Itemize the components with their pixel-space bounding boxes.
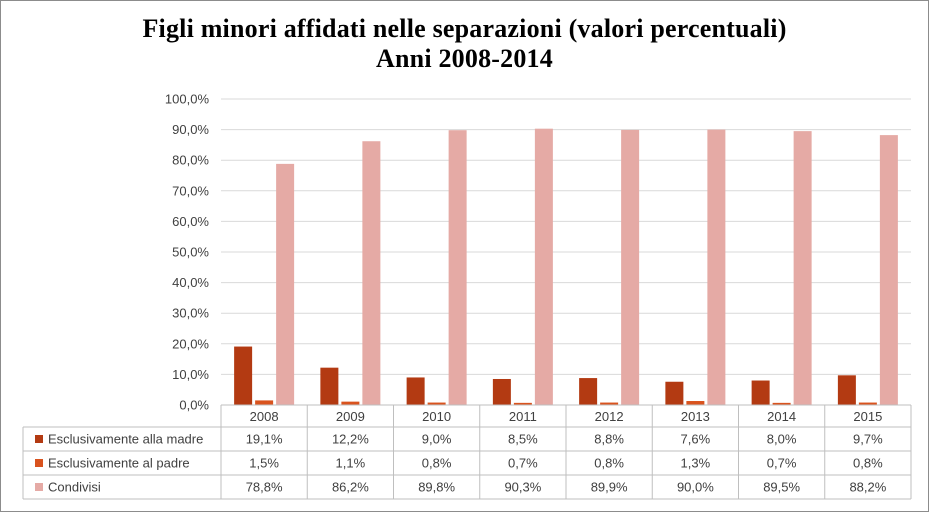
data-label: 0,8% bbox=[853, 456, 883, 471]
legend-label: Esclusivamente al padre bbox=[48, 456, 190, 471]
x-tick-label: 2015 bbox=[853, 409, 882, 424]
y-tick-label: 70,0% bbox=[172, 183, 209, 198]
y-tick-label: 20,0% bbox=[172, 336, 209, 351]
y-tick-label: 40,0% bbox=[172, 275, 209, 290]
data-label: 0,7% bbox=[508, 456, 538, 471]
chart-title: Figli minori affidati nelle separazioni … bbox=[142, 14, 787, 43]
x-tick-label: 2010 bbox=[422, 409, 451, 424]
data-label: 1,1% bbox=[336, 456, 366, 471]
bar bbox=[751, 380, 770, 405]
bar bbox=[234, 346, 253, 405]
data-label: 78,8% bbox=[246, 480, 283, 495]
legend-key bbox=[35, 459, 43, 467]
x-tick-label: 2008 bbox=[250, 409, 279, 424]
y-tick-label: 0,0% bbox=[179, 398, 209, 413]
data-label: 7,6% bbox=[681, 432, 711, 447]
data-label: 1,3% bbox=[681, 456, 711, 471]
bar bbox=[837, 375, 856, 405]
data-label: 86,2% bbox=[332, 480, 369, 495]
bar bbox=[492, 378, 511, 405]
x-tick-label: 2011 bbox=[509, 409, 537, 424]
data-label: 88,2% bbox=[849, 480, 886, 495]
bar bbox=[448, 130, 467, 405]
y-axis-ticks: 0,0% 10,0% 20,0% 30,0% 40,0% 50,0% 60,0% 70,0% 8… bbox=[165, 92, 210, 413]
data-label: 0,8% bbox=[422, 456, 452, 471]
data-label: 9,0% bbox=[422, 432, 452, 447]
bar bbox=[320, 367, 339, 405]
y-tick-label: 60,0% bbox=[172, 214, 209, 229]
data-label: 8,5% bbox=[508, 432, 538, 447]
bar bbox=[772, 402, 791, 405]
x-tick-label: 2009 bbox=[336, 409, 365, 424]
data-label: 89,8% bbox=[418, 480, 455, 495]
x-tick-label: 2012 bbox=[595, 409, 624, 424]
bar bbox=[427, 402, 446, 405]
bar bbox=[879, 135, 898, 405]
bar bbox=[665, 381, 684, 405]
bar bbox=[341, 401, 360, 405]
data-table: 2008 2009 2010 2011 2012 2013 2014 2015 Esclusiv… bbox=[22, 404, 912, 500]
data-label: 89,9% bbox=[591, 480, 628, 495]
legend-key bbox=[35, 435, 43, 443]
data-label: 9,7% bbox=[853, 432, 883, 447]
data-label: 0,7% bbox=[767, 456, 797, 471]
legend-label: Condivisi bbox=[48, 480, 101, 495]
y-tick-label: 80,0% bbox=[172, 153, 209, 168]
bar bbox=[406, 377, 425, 405]
y-tick-label: 90,0% bbox=[172, 122, 209, 137]
bar bbox=[255, 400, 274, 405]
bar bbox=[858, 402, 877, 405]
bar bbox=[793, 131, 812, 405]
bar bbox=[686, 401, 705, 405]
bar bbox=[707, 129, 726, 405]
data-label: 19,1% bbox=[246, 432, 283, 447]
legend-key bbox=[35, 483, 43, 491]
data-label: 89,5% bbox=[763, 480, 800, 495]
data-label: 8,8% bbox=[594, 432, 624, 447]
y-tick-label: 100,0% bbox=[165, 92, 210, 107]
bar bbox=[534, 128, 553, 405]
data-label: 8,0% bbox=[767, 432, 797, 447]
bar bbox=[513, 402, 532, 405]
bar bbox=[621, 129, 640, 405]
legend-label: Esclusivamente alla madre bbox=[48, 432, 203, 447]
bars bbox=[234, 128, 898, 405]
bar bbox=[579, 378, 598, 405]
bar bbox=[362, 141, 381, 405]
x-tick-label: 2014 bbox=[767, 409, 796, 424]
y-tick-label: 10,0% bbox=[172, 367, 209, 382]
data-label: 90,3% bbox=[504, 480, 541, 495]
data-label: 1,5% bbox=[249, 456, 279, 471]
y-tick-label: 50,0% bbox=[172, 245, 209, 260]
bar bbox=[276, 163, 295, 405]
chart-subtitle: Anni 2008-2014 bbox=[376, 44, 553, 73]
y-tick-label: 30,0% bbox=[172, 306, 209, 321]
bar bbox=[600, 402, 619, 405]
x-tick-label: 2013 bbox=[681, 409, 710, 424]
data-label: 12,2% bbox=[332, 432, 369, 447]
data-label: 90,0% bbox=[677, 480, 714, 495]
data-label: 0,8% bbox=[594, 456, 624, 471]
